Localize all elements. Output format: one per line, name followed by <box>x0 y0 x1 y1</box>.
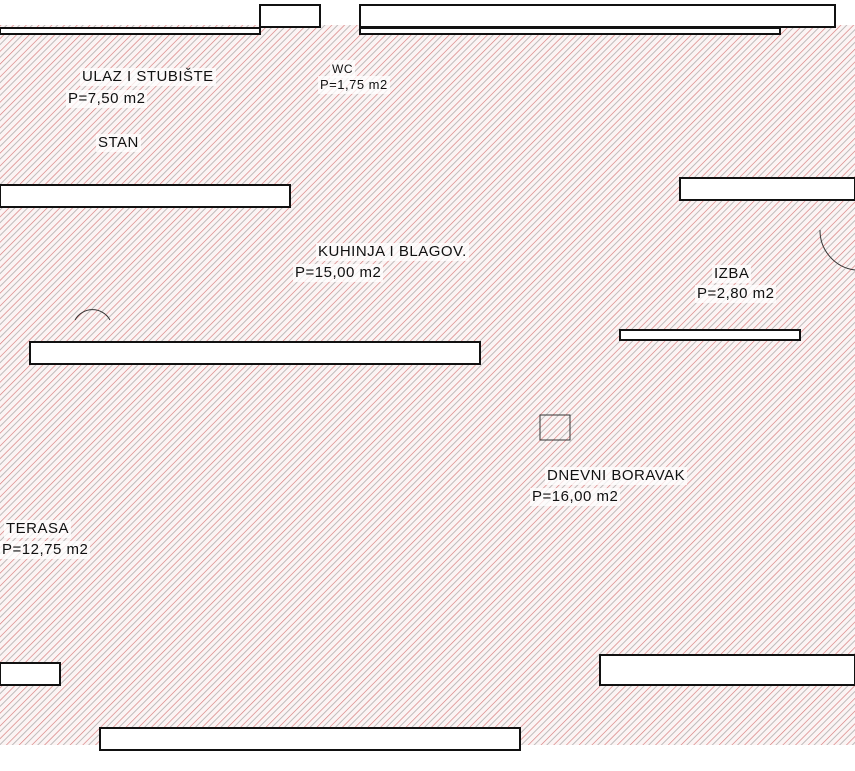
room-dnevni-area: P=16,00 m2 <box>530 488 621 506</box>
room-izba-area: P=2,80 m2 <box>695 285 777 303</box>
room-dnevni-name: DNEVNI BORAVAK <box>545 467 688 485</box>
hatched-floor-area <box>0 25 855 745</box>
door-swings <box>74 229 855 441</box>
room-izba-name: IZBA <box>712 265 752 283</box>
room-wc-name: WC <box>330 60 355 78</box>
walls <box>0 4 855 751</box>
room-ulaz-name: ULAZ I STUBIŠTE <box>80 68 216 86</box>
room-terasa-name: TERASA <box>4 520 72 538</box>
room-wc-area: P=1,75 m2 <box>318 76 390 94</box>
room-ulaz-area: P=7,50 m2 <box>66 90 148 108</box>
room-kuhinja-area: P=15,00 m2 <box>293 264 384 282</box>
room-terasa-area: P=12,75 m2 <box>0 541 91 559</box>
room-stan-name: STAN <box>96 134 141 152</box>
room-kuhinja-name: KUHINJA I BLAGOV. <box>316 243 469 261</box>
